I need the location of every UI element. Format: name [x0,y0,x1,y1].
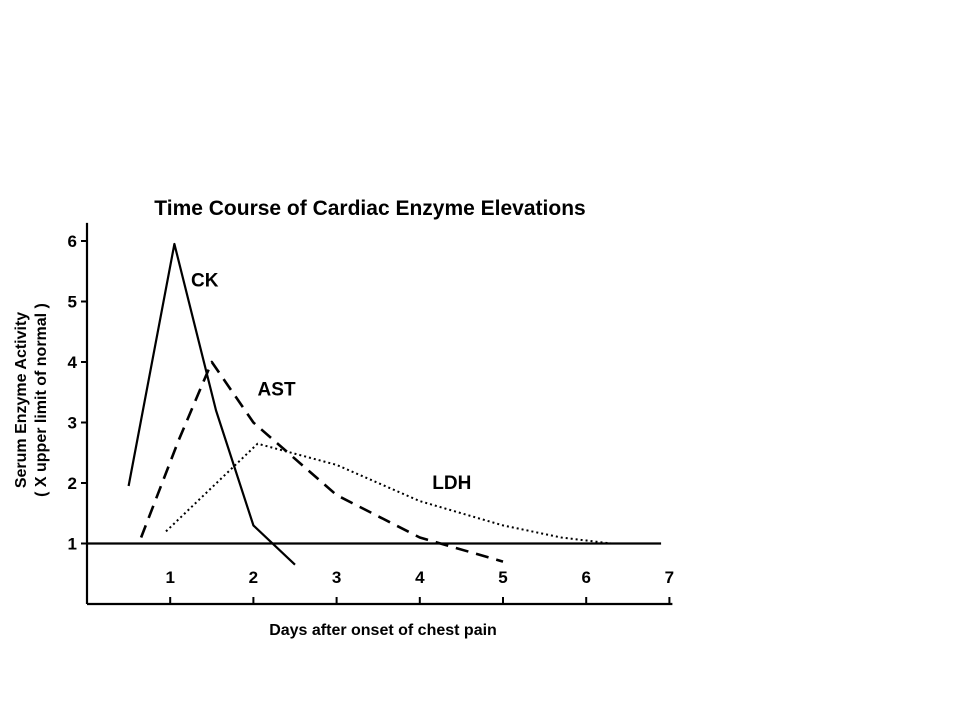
y-axis-label-unit: ( X upper limit of normal ) [33,303,50,497]
x-tick-label: 3 [332,568,341,587]
y-tick-label: 3 [68,414,77,433]
y-tick-label: 4 [68,353,78,372]
series-line-ldh [165,442,612,545]
y-tick-label: 1 [68,535,77,554]
y-tick-label: 2 [68,474,77,493]
y-axis-label: Serum Enzyme Activity [13,312,30,488]
series-line-ck [127,242,296,566]
series-layer [127,242,612,566]
x-tick-label: 7 [665,568,674,587]
axes: 1 2 3 4 5 6 1 2 3 4 5 6 7 [68,222,674,606]
x-tick-label: 4 [415,568,425,587]
series-label-ast: AST [258,379,296,400]
series-labels: CK AST LDH [191,270,471,494]
y-axis-label-group: Serum Enzyme Activity ( X upper limit of… [13,303,50,497]
x-tick-label: 2 [249,568,258,587]
series-label-ldh: LDH [432,473,471,494]
series-line-ast [139,360,504,563]
series-label-ck: CK [191,270,219,291]
x-tick-label: 5 [498,568,507,587]
x-axis-label: Days after onset of chest pain [269,622,497,639]
x-tick-label: 6 [581,568,590,587]
y-tick-label: 5 [68,293,77,312]
chart-title: Time Course of Cardiac Enzyme Elevations [154,197,585,220]
x-tick-label: 1 [165,568,174,587]
y-tick-label: 6 [68,232,77,251]
